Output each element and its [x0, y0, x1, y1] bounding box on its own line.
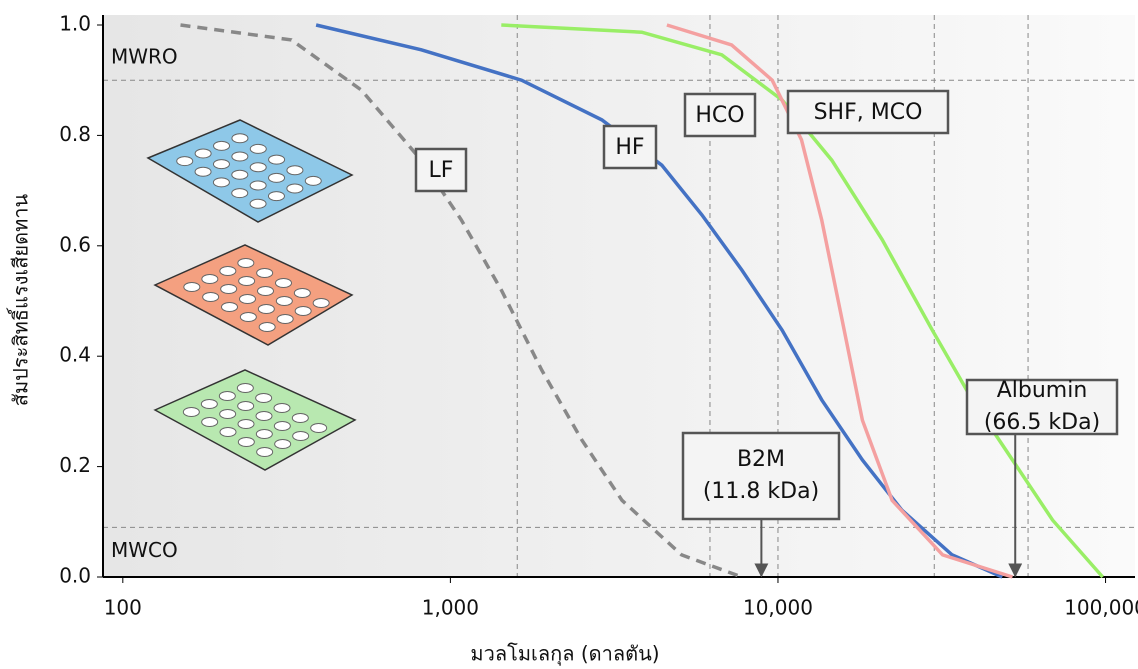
membrane-pore: [239, 277, 255, 286]
y-tick-label: 0.2: [59, 453, 91, 477]
membrane-pore: [232, 170, 248, 179]
membrane-pore: [177, 157, 193, 166]
x-tick-label: 100,000: [1064, 596, 1138, 620]
membrane-pore: [240, 313, 256, 322]
membrane-pore: [219, 392, 235, 401]
membrane-pore: [313, 299, 329, 308]
annotation-text: (11.8 kDa): [703, 479, 819, 504]
membrane-pore: [184, 283, 200, 292]
membrane-pore: [275, 440, 291, 449]
annotation-text: Albumin: [997, 378, 1088, 403]
series-label: SHF, MCO: [814, 100, 923, 125]
series-label: LF: [429, 158, 454, 183]
chart: สัมประสิทธิ์แรงเสียดทาน มวลโมเลกุล (ดาลต…: [0, 0, 1138, 669]
membrane-pore: [258, 287, 274, 296]
x-tick-label: 10,000: [743, 596, 813, 620]
membrane-pore: [287, 166, 303, 175]
membrane-pore: [240, 295, 256, 304]
membrane-pore: [232, 189, 248, 198]
membrane-pore: [257, 269, 273, 278]
membrane-pore: [274, 422, 290, 431]
membrane-pore: [213, 160, 229, 169]
membrane-pore: [256, 430, 272, 439]
membrane-pore: [295, 307, 311, 316]
membrane-pore: [220, 267, 236, 276]
membrane-pore: [256, 412, 272, 421]
membrane-pore: [250, 199, 266, 208]
y-tick-label: 0.4: [59, 343, 91, 367]
annotation-text: B2M: [737, 447, 785, 472]
membrane-pore: [258, 305, 274, 314]
membrane-pore: [214, 141, 230, 150]
y-axis-label: สัมประสิทธิ์แรงเสียดทาน: [6, 193, 33, 406]
membrane-pore: [268, 192, 284, 201]
membrane-pore: [250, 163, 266, 172]
label-box: [683, 433, 839, 519]
membrane-pore: [292, 414, 308, 423]
membrane-pore: [195, 167, 211, 176]
membrane-pore: [195, 149, 211, 158]
y-tick-label: 0.8: [59, 122, 91, 146]
membrane-pore: [250, 144, 266, 153]
membrane-pore: [259, 323, 275, 332]
reference-label: MWCO: [111, 538, 178, 562]
membrane-pore: [203, 293, 219, 302]
membrane-pore: [183, 408, 199, 417]
membrane-pore: [238, 259, 254, 268]
membrane-pore: [277, 315, 293, 324]
membrane-pore: [238, 402, 254, 411]
membrane-pore: [276, 297, 292, 306]
y-tick-label: 1.0: [59, 12, 91, 36]
series-label: HF: [615, 135, 644, 160]
membrane-pore: [238, 438, 254, 447]
y-tick-label: 0.6: [59, 232, 91, 256]
membrane-pore: [221, 285, 237, 294]
membrane-pore: [305, 176, 321, 185]
membrane-pore: [274, 404, 290, 413]
membrane-pore: [269, 173, 285, 182]
x-tick-label: 1,000: [422, 596, 479, 620]
membrane-pore: [232, 152, 248, 161]
series-label: HCO: [695, 103, 744, 128]
membrane-pore: [311, 424, 327, 433]
page: สัมประสิทธิ์แรงเสียดทาน มวลโมเลกุล (ดาลต…: [0, 0, 1138, 669]
x-axis-label: มวลโมเลกุล (ดาลตัน): [470, 642, 659, 667]
reference-label: MWRO: [111, 45, 178, 69]
membrane-pore: [202, 418, 218, 427]
membrane-pore: [237, 384, 253, 393]
membrane-pore: [232, 134, 248, 143]
membrane-pore: [257, 448, 273, 457]
membrane-pore: [238, 420, 254, 429]
membrane-pore: [220, 428, 236, 437]
membrane-pore: [222, 303, 238, 312]
membrane-pore: [202, 275, 218, 284]
membrane-pore: [220, 410, 236, 419]
y-tick-label: 0.0: [59, 564, 91, 588]
annotation-text: (66.5 kDa): [984, 410, 1100, 435]
membrane-pore: [213, 178, 229, 187]
membrane-pore: [293, 432, 309, 441]
membrane-pore: [294, 289, 310, 298]
membrane-pore: [250, 181, 266, 190]
membrane-pore: [269, 155, 285, 164]
x-tick-label: 100: [104, 596, 142, 620]
membrane-pore: [201, 400, 217, 409]
membrane-pore: [256, 394, 272, 403]
membrane-pore: [276, 279, 292, 288]
membrane-pore: [287, 184, 303, 193]
